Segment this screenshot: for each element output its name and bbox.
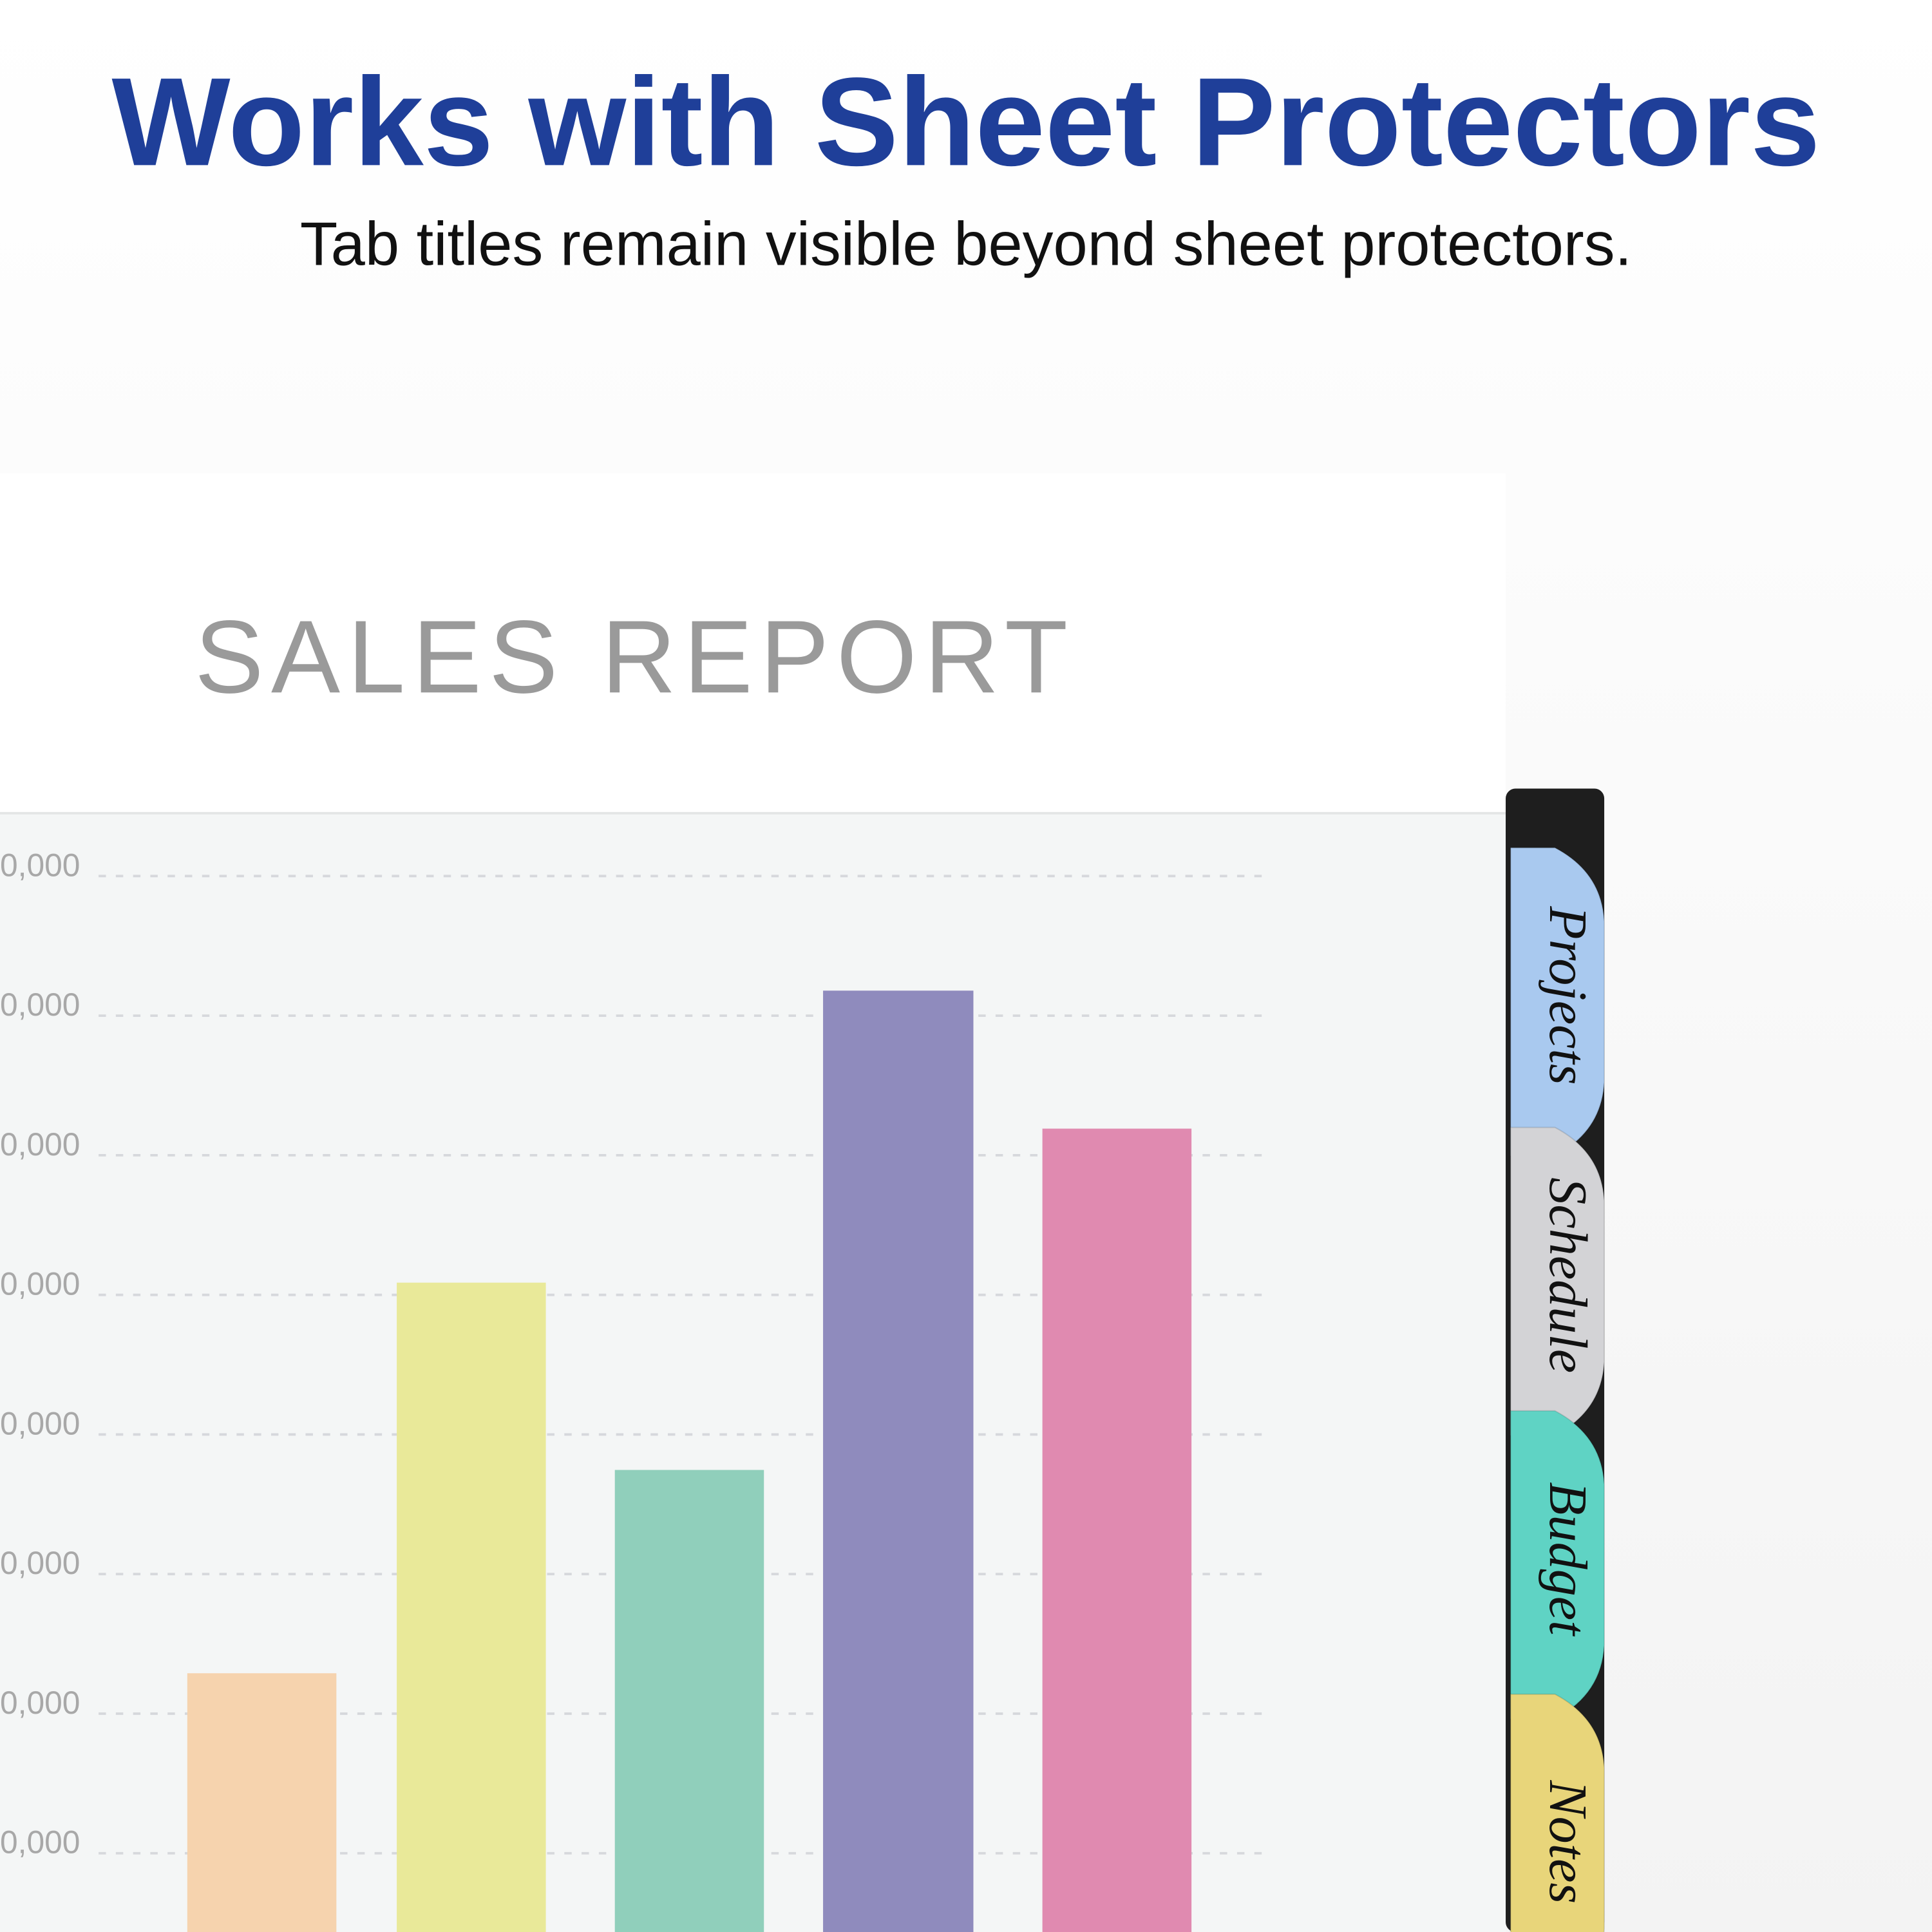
tick-label: 0,000 bbox=[0, 987, 80, 1023]
bar bbox=[614, 1470, 764, 1932]
tick-label: 0,000 bbox=[0, 1405, 80, 1441]
tick-label: 0,000 bbox=[0, 1266, 80, 1302]
tick-label: 0,000 bbox=[0, 1126, 80, 1162]
bar bbox=[187, 1673, 337, 1932]
tab-label: Projects bbox=[1538, 905, 1598, 1084]
tick-label: 0,000 bbox=[0, 1685, 80, 1721]
tab bbox=[1510, 1693, 1605, 1932]
bar bbox=[397, 1282, 546, 1932]
tab-label: Notes bbox=[1538, 1779, 1598, 1904]
tick-label: 0,000 bbox=[0, 847, 80, 883]
bar bbox=[1042, 1128, 1192, 1932]
subheadline: Tab titles remain visible beyond sheet p… bbox=[300, 209, 1632, 278]
bar bbox=[823, 990, 974, 1932]
tick-label: 0,000 bbox=[0, 1824, 80, 1861]
tab-group: Projects Schedule Budget Notes bbox=[1510, 847, 1605, 1932]
tab-label: Schedule bbox=[1538, 1177, 1598, 1373]
tick-label: 0,000 bbox=[0, 1545, 80, 1581]
report-title: SALES REPORT bbox=[194, 600, 1075, 715]
headline: Works with Sheet Protectors bbox=[111, 52, 1820, 192]
tab-label: Budget bbox=[1538, 1482, 1598, 1637]
